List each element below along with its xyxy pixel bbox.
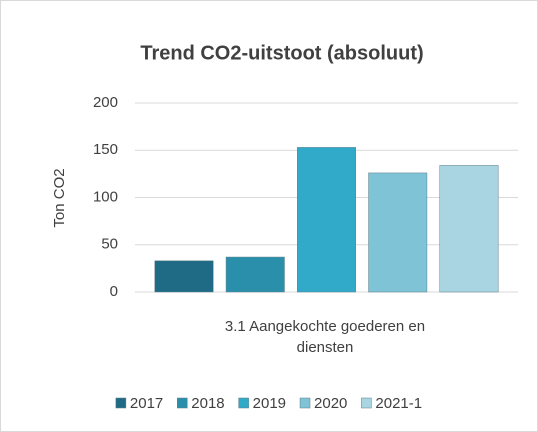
y-tick-label: 50	[101, 236, 118, 253]
legend-swatch	[177, 397, 188, 409]
legend-label: 2019	[253, 395, 286, 412]
x-tick-label: 3.1 Aangekochte goederen en diensten	[224, 318, 426, 356]
legend-swatch	[361, 397, 372, 409]
chart-title: Trend CO2-uitstoot (absoluut)	[140, 42, 423, 64]
legend-swatch	[238, 397, 249, 409]
bar	[154, 260, 214, 293]
legend-label: 2020	[314, 395, 347, 412]
legend-swatch	[299, 397, 311, 409]
y-tick-label: 0	[110, 283, 118, 300]
y-tick-label: 100	[93, 188, 118, 205]
legend-label: 2017	[130, 395, 163, 412]
bar	[225, 256, 285, 293]
y-tick-label: 200	[93, 94, 118, 111]
bar	[439, 165, 499, 293]
bar	[368, 172, 428, 293]
bar	[297, 147, 356, 293]
legend-label: 2021-1	[375, 395, 422, 412]
legend-label: 2018	[191, 395, 224, 412]
y-tick-label: 150	[93, 141, 118, 158]
y-axis-label: Ton CO2	[51, 168, 68, 227]
legend-swatch	[115, 397, 127, 409]
